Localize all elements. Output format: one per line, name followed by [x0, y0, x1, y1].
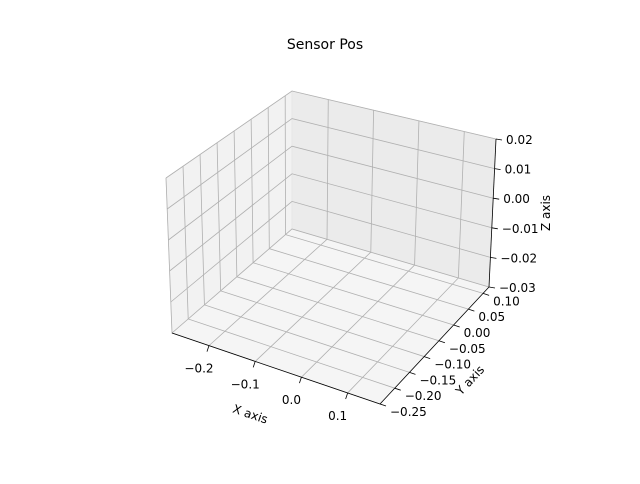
z-axis-line: [488, 138, 497, 288]
z-tick-mark: [495, 138, 503, 141]
x-tick-label: −0.1: [231, 377, 260, 391]
x-tick-label: 0.1: [328, 409, 347, 423]
z-tick-mark: [488, 286, 496, 289]
z-tick-label: 0.02: [506, 133, 533, 147]
y-tick-mark: [424, 356, 431, 359]
z-gridline: [170, 200, 491, 303]
x-tick-label: 0.0: [282, 393, 301, 407]
x-axis-label: X axis: [231, 402, 270, 427]
y-tick-mark: [409, 371, 416, 375]
y-tick-mark: [438, 340, 446, 344]
z-tick-mark: [493, 197, 500, 200]
z-gridline: [165, 90, 497, 179]
chart-title: Sensor Pos: [287, 37, 363, 53]
z-gridline: [166, 118, 495, 210]
pane-group: [165, 90, 497, 405]
y-tick-mark: [453, 324, 460, 328]
x-tick-mark: [345, 392, 349, 400]
z-gridline: [169, 173, 492, 272]
z-tick-label: 0.01: [505, 163, 532, 177]
z-tick-mark: [494, 168, 501, 170]
z-gridline: [168, 145, 494, 241]
y-tick-label: −0.15: [419, 373, 456, 387]
z-axis-label: Z axis: [539, 195, 553, 231]
x-tick-mark: [299, 377, 302, 384]
y-tick-mark: [468, 308, 475, 312]
y-axis-line: [379, 286, 490, 405]
y-tick-label: −0.25: [390, 405, 427, 419]
z-tick-label: −0.01: [502, 222, 539, 236]
z-gridline: [171, 228, 490, 334]
x-axis-line: [171, 332, 381, 405]
x-tick-label: −0.2: [184, 362, 213, 376]
z-tick-mark: [490, 257, 497, 259]
x-tick-mark: [206, 345, 210, 352]
y-tick-label: −0.10: [434, 358, 471, 372]
z-tick-label: −0.02: [500, 251, 537, 265]
x-tick-mark: [252, 361, 256, 368]
y-tick-mark: [394, 387, 401, 391]
z-tick-label: −0.03: [499, 281, 536, 295]
y-tick-label: 0.05: [478, 310, 505, 324]
y-tick-label: 0.10: [493, 294, 520, 308]
y-tick-label: −0.20: [405, 389, 442, 403]
y-tick-mark: [482, 292, 490, 296]
y-tick-label: −0.05: [449, 342, 486, 356]
axis-ticks: −0.2 −0.1 0.0 0.1 −0.25 −0.20 −0.15−0.10 −0.05 0…: [184, 133, 538, 423]
z-tick-label: 0.00: [503, 192, 530, 206]
y-tick-label: 0.00: [464, 326, 491, 340]
y-tick-mark: [379, 403, 387, 407]
z-tick-mark: [491, 227, 498, 230]
